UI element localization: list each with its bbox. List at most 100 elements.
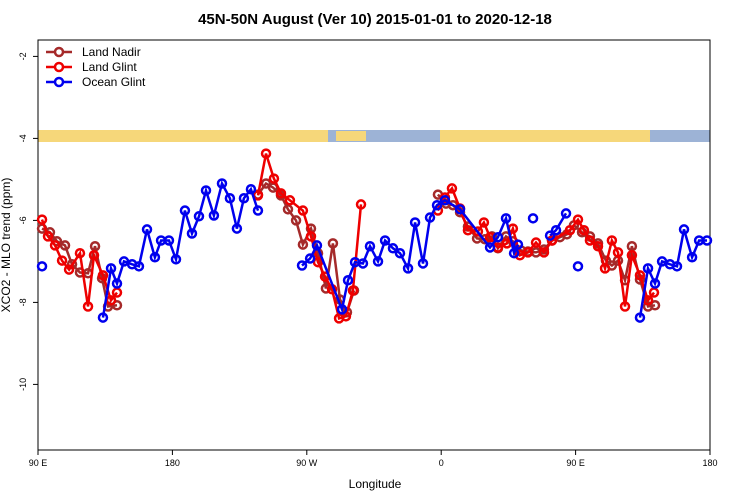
data-point <box>394 247 406 259</box>
map-strip <box>38 130 710 142</box>
data-point <box>446 183 458 194</box>
y-tick-label: -8 <box>18 298 28 306</box>
data-point <box>538 247 550 258</box>
x-tick-label: 90 E <box>566 458 585 468</box>
data-point <box>671 261 683 272</box>
series-line <box>40 153 655 320</box>
legend-label: Ocean Glint <box>82 75 146 89</box>
data-point <box>409 217 421 228</box>
data-point <box>530 237 542 248</box>
data-point <box>572 214 584 225</box>
data-point <box>599 263 611 274</box>
data-point <box>238 193 250 204</box>
data-point <box>347 285 359 296</box>
legend-marker <box>53 76 65 88</box>
data-point <box>508 247 520 259</box>
data-point <box>312 256 324 268</box>
data-point <box>133 261 145 272</box>
data-point <box>305 231 317 242</box>
data-point <box>478 217 490 228</box>
legend-marker <box>53 46 65 58</box>
y-tick-label: -2 <box>18 52 28 60</box>
series-line <box>101 180 707 318</box>
plot-frame <box>37 39 711 451</box>
data-point <box>336 304 348 315</box>
data-point <box>649 300 661 311</box>
data-point <box>564 224 576 236</box>
x-tick-label: 180 <box>165 458 180 468</box>
y-axis-label: XCO2 - MLO trend (ppm) <box>0 178 13 313</box>
y-tick-label: -4 <box>18 134 28 142</box>
data-point <box>296 260 308 271</box>
data-point <box>304 253 316 264</box>
data-point <box>619 301 631 312</box>
data-point <box>544 230 556 241</box>
land-strip <box>336 131 366 141</box>
data-point <box>527 213 539 224</box>
x-tick-label: 90 E <box>29 458 48 468</box>
data-point <box>612 247 624 258</box>
data-point <box>626 250 638 261</box>
data-point <box>560 208 572 219</box>
x-tick-label: 0 <box>439 458 444 468</box>
data-point <box>284 195 296 206</box>
data-point <box>372 256 384 267</box>
data-point <box>193 211 205 222</box>
data-point <box>439 195 451 206</box>
data-point <box>484 242 496 253</box>
data-point <box>97 270 109 281</box>
data-point <box>578 224 590 236</box>
data-point <box>59 240 71 251</box>
data-point <box>82 301 94 312</box>
data-point <box>74 247 86 259</box>
data-point <box>63 264 75 275</box>
data-point <box>297 205 309 216</box>
x-tick-label: 90 W <box>296 458 318 468</box>
land-strip <box>38 130 328 142</box>
data-point <box>402 263 414 274</box>
data-point <box>355 199 367 210</box>
x-axis-label: Longitude <box>349 477 402 491</box>
data-point <box>245 183 257 195</box>
data-point <box>686 252 698 263</box>
data-point <box>454 204 466 215</box>
y-tick-label: -6 <box>18 216 28 224</box>
y-tick-label: -10 <box>18 378 28 391</box>
data-point <box>424 212 436 223</box>
data-point <box>49 240 61 251</box>
data-point <box>231 223 243 234</box>
data-point <box>701 235 713 246</box>
data-point <box>357 258 369 269</box>
data-point <box>275 188 287 199</box>
data-point <box>36 214 48 225</box>
data-point <box>260 148 272 159</box>
data-point <box>634 312 646 323</box>
x-tick-label: 180 <box>702 458 717 468</box>
data-point <box>417 258 429 269</box>
data-point <box>268 173 280 184</box>
data-point <box>648 287 660 298</box>
legend-label: Land Glint <box>82 60 137 74</box>
data-point <box>472 226 484 237</box>
legend-marker <box>53 61 65 73</box>
data-point <box>149 252 161 263</box>
data-point <box>342 275 354 286</box>
data-point <box>105 263 117 274</box>
data-point <box>634 270 646 281</box>
data-point <box>364 240 376 252</box>
data-point <box>170 254 182 265</box>
data-point <box>387 243 399 254</box>
data-point <box>492 231 504 243</box>
data-point <box>88 250 100 261</box>
data-point <box>522 247 534 258</box>
data-point <box>282 204 294 215</box>
data-point <box>200 185 212 196</box>
data-point <box>36 261 48 272</box>
data-point <box>290 215 302 226</box>
data-point <box>111 287 123 298</box>
data-point <box>550 224 562 236</box>
data-point <box>572 261 584 272</box>
data-point <box>546 235 558 246</box>
data-point <box>584 235 596 246</box>
